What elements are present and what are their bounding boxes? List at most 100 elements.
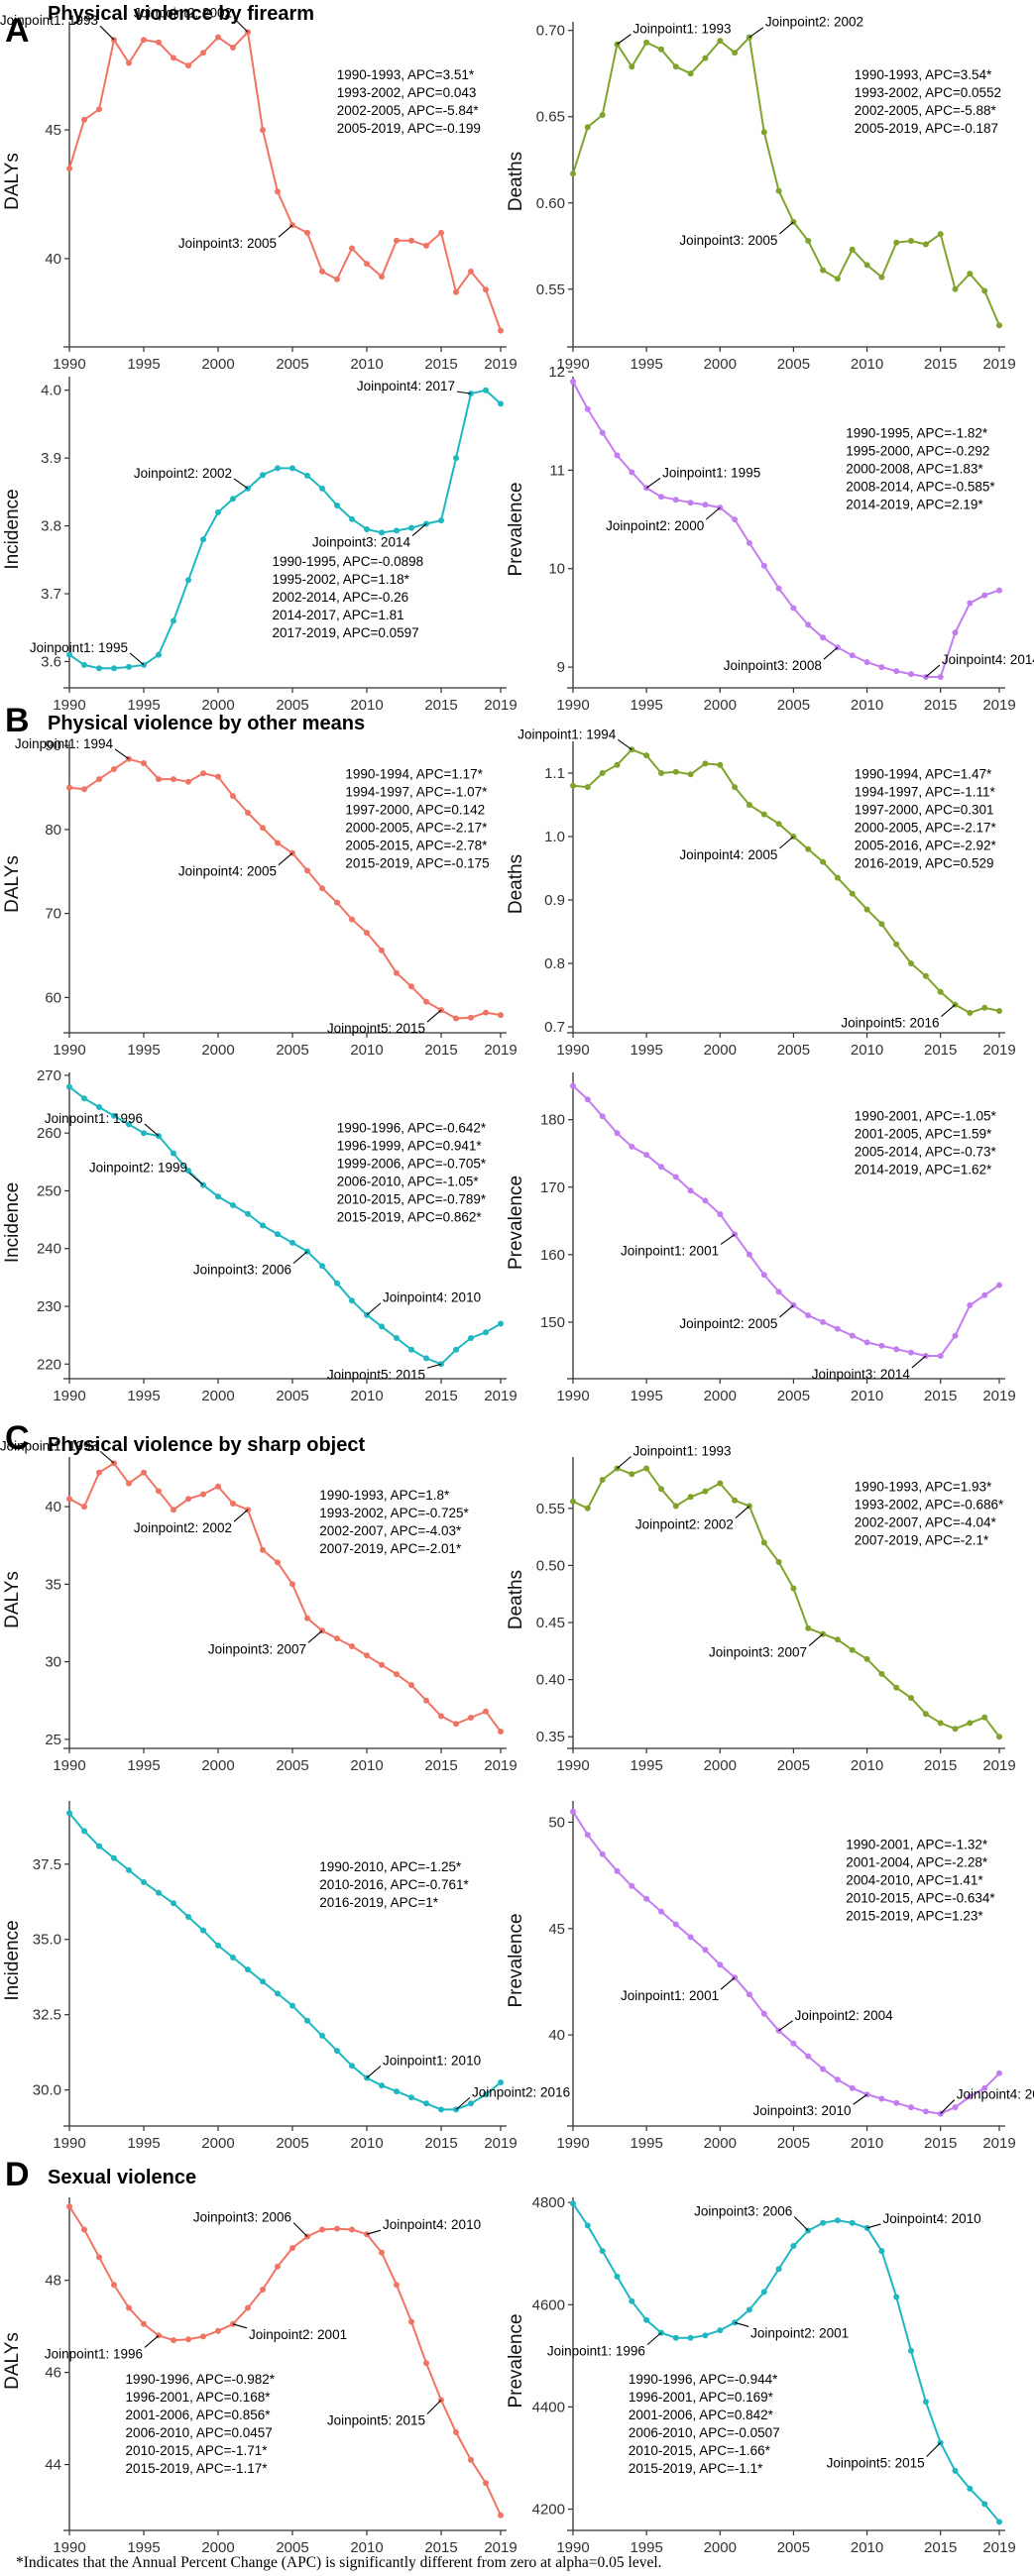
data-point xyxy=(996,1734,1002,1740)
data-point xyxy=(141,37,147,44)
data-point xyxy=(394,2088,400,2095)
x-tick-label: 2019 xyxy=(982,2135,1015,2152)
joinpoint-label: Joinpoint1: 1994 xyxy=(15,736,114,751)
x-tick-label: 2000 xyxy=(704,2135,737,2152)
y-axis-label: Prevalence xyxy=(506,1913,526,2007)
x-tick-label: 2019 xyxy=(982,1757,1015,1774)
y-axis-label: Deaths xyxy=(506,152,526,211)
x-tick-label: 2015 xyxy=(424,697,457,714)
data-point xyxy=(394,2282,400,2289)
apc-line: 2007-2019, APC=-2.01* xyxy=(319,1541,462,1556)
joinpoint-label: Joinpoint1: 1993 xyxy=(0,13,98,28)
x-tick-label: 2019 xyxy=(982,1388,1015,1404)
data-point xyxy=(863,262,870,269)
data-point xyxy=(200,770,206,777)
data-point xyxy=(468,268,474,275)
data-point xyxy=(746,1251,752,1258)
y-tick-label: 30 xyxy=(45,1654,61,1671)
x-tick-label: 2015 xyxy=(424,1042,457,1059)
apc-line: 2000-2008, APC=1.83* xyxy=(846,462,983,477)
data-point xyxy=(171,1507,176,1513)
x-tick-label: 2005 xyxy=(276,2539,308,2556)
data-point xyxy=(981,287,988,294)
apc-line: 2000-2005, APC=-2.17* xyxy=(345,820,488,835)
data-point xyxy=(687,1494,694,1501)
section-c: C Physical violence by sharp object xyxy=(5,1419,365,1457)
apc-line: 1996-2001, APC=0.168* xyxy=(126,2390,272,2405)
y-tick-label: 35.0 xyxy=(33,1932,61,1949)
x-tick-label: 2000 xyxy=(201,2135,234,2152)
data-point xyxy=(643,752,650,759)
y-tick-label: 0.40 xyxy=(536,1672,565,1689)
data-point xyxy=(200,1927,206,1934)
apc-line: 2010-2016, APC=-0.761* xyxy=(319,1877,469,1892)
data-point xyxy=(364,526,370,532)
x-tick-label: 1990 xyxy=(556,2135,589,2152)
y-tick-label: 40 xyxy=(45,251,61,268)
apc-line: 2010-2015, APC=-1.66* xyxy=(629,2443,771,2458)
data-point xyxy=(498,327,504,334)
data-point xyxy=(408,1682,414,1689)
data-point xyxy=(394,527,400,534)
x-tick-label: 2000 xyxy=(704,2539,737,2556)
x-tick-label: 2005 xyxy=(276,2135,308,2152)
x-tick-label: 1990 xyxy=(53,1388,85,1404)
data-point xyxy=(245,2304,251,2311)
data-point xyxy=(893,941,900,948)
joinpoint-leader xyxy=(366,2229,382,2235)
joinpoint-label: Joinpoint3: 2007 xyxy=(208,1641,306,1656)
y-tick-label: 220 xyxy=(37,1356,61,1373)
x-tick-label: 1990 xyxy=(53,1042,85,1059)
y-tick-label: 10 xyxy=(548,561,565,578)
data-point xyxy=(878,921,885,928)
y-tick-label: 0.70 xyxy=(536,23,565,40)
data-point xyxy=(687,2334,694,2341)
y-tick-label: 4400 xyxy=(532,2399,565,2415)
data-point xyxy=(996,587,1002,594)
x-tick-label: 2019 xyxy=(484,1757,517,1774)
y-tick-label: 60 xyxy=(45,989,61,1006)
joinpoint-label: Joinpoint1: 1996 xyxy=(45,1111,143,1126)
data-point xyxy=(275,1990,281,1997)
data-point xyxy=(702,760,709,767)
x-tick-label: 2000 xyxy=(201,697,234,714)
joinpoint-leader xyxy=(853,2093,867,2105)
apc-line: 2004-2010, APC=1.41* xyxy=(846,1872,983,1887)
data-point xyxy=(570,782,576,789)
joinpoint-leader xyxy=(233,1509,249,1522)
joinpoint-leader xyxy=(705,506,721,520)
data-point xyxy=(878,1342,885,1349)
data-point xyxy=(760,2010,767,2017)
x-tick-label: 2019 xyxy=(484,2539,517,2556)
data-point xyxy=(878,664,885,671)
data-point xyxy=(967,2093,974,2100)
apc-line: 2016-2019, APC=1* xyxy=(319,1895,438,1910)
data-point xyxy=(408,1346,414,1353)
x-tick-label: 1995 xyxy=(127,697,160,714)
data-point xyxy=(408,237,414,244)
data-point xyxy=(614,2273,621,2280)
joinpoint-leader xyxy=(748,27,764,39)
y-tick-label: 180 xyxy=(540,1112,565,1129)
data-point xyxy=(893,239,900,246)
data-point xyxy=(349,1297,355,1304)
data-point xyxy=(952,285,959,292)
data-point xyxy=(126,1480,132,1487)
data-point xyxy=(584,1096,591,1103)
chart-C-incidence: 1990 1995 2000 2005 2010 2015 2019 30.0 32.5 35.0… xyxy=(2,1801,570,2152)
data-point xyxy=(908,1349,914,1356)
apc-line: 2005-2019, APC=-0.187 xyxy=(855,121,998,136)
x-tick-label: 1995 xyxy=(127,1042,160,1059)
apc-line: 2016-2019, APC=0.529 xyxy=(855,855,994,870)
x-tick-label: 1990 xyxy=(556,1757,589,1774)
joinpoint-label: Joinpoint1: 2001 xyxy=(621,1988,719,2003)
data-point xyxy=(672,497,679,504)
x-tick-label: 2000 xyxy=(201,2539,234,2556)
y-tick-label: 0.35 xyxy=(536,1729,565,1745)
y-tick-label: 80 xyxy=(45,822,61,839)
data-point xyxy=(629,1882,635,1889)
data-point xyxy=(702,55,709,61)
x-tick-label: 2000 xyxy=(201,1388,234,1404)
data-point xyxy=(672,1503,679,1510)
data-point xyxy=(66,784,72,791)
